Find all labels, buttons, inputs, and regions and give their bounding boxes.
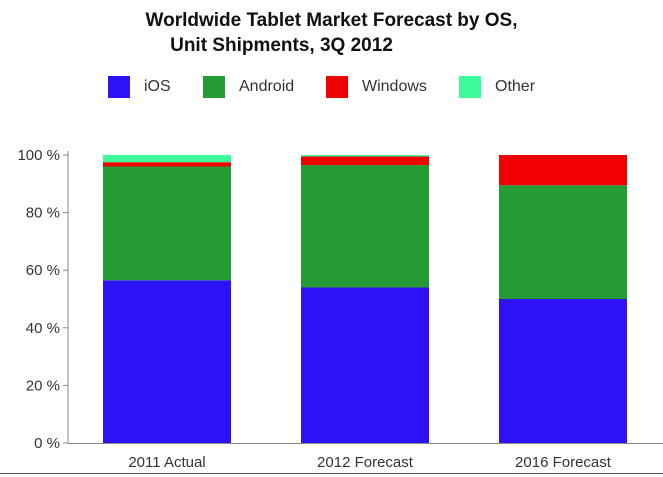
y-tick-label: 40 % xyxy=(26,320,60,337)
legend-swatch-android xyxy=(203,76,225,98)
legend-label-ios: iOS xyxy=(144,78,171,95)
legend-swatch-other xyxy=(459,76,481,98)
bar-windows-2016-forecast[interactable] xyxy=(499,155,627,186)
bar-other-2012-forecast[interactable] xyxy=(301,155,429,157)
bars xyxy=(103,155,627,443)
bar-windows-2012-forecast[interactable] xyxy=(301,156,429,166)
legend-label-android: Android xyxy=(239,78,295,95)
legend-item-android[interactable]: Android xyxy=(203,75,294,99)
legend-swatch-windows xyxy=(326,76,348,98)
bar-android-2012-forecast[interactable] xyxy=(301,165,429,288)
x-tick-label: 2011 Actual xyxy=(128,454,205,471)
bar-android-2016-forecast[interactable] xyxy=(499,185,627,299)
bar-ios-2011-actual[interactable] xyxy=(103,280,231,443)
y-tick-label: 20 % xyxy=(26,377,60,394)
chart-title: Worldwide Tablet Market Forecast by OS, … xyxy=(0,8,663,58)
bar-android-2011-actual[interactable] xyxy=(103,166,231,281)
legend-item-ios[interactable]: iOS xyxy=(108,75,171,99)
x-tick-label: 2016 Forecast xyxy=(515,454,612,471)
y-tick-label: 80 % xyxy=(26,205,60,222)
chart-title-line-2: Unit Shipments, 3Q 2012 xyxy=(170,35,393,56)
bar-ios-2016-forecast[interactable] xyxy=(499,299,627,443)
axes xyxy=(0,151,663,474)
legend-swatch-ios xyxy=(108,76,130,98)
legend-label-windows: Windows xyxy=(362,78,427,95)
tick-labels: 0 % 20 % 40 % 60 % 80 % 100 % 2011 Actual 2012 … xyxy=(17,147,611,471)
bar-windows-2011-actual[interactable] xyxy=(103,162,231,167)
y-tick-label: 100 % xyxy=(17,147,60,164)
chart-title-line-1: Worldwide Tablet Market Forecast by OS, xyxy=(145,10,518,31)
bar-ios-2012-forecast[interactable] xyxy=(301,287,429,443)
legend-item-windows[interactable]: Windows xyxy=(326,75,427,99)
x-tick-label: 2012 Forecast xyxy=(317,454,414,471)
chart-legend: iOS Android Windows Other xyxy=(0,75,663,99)
y-tick-label: 0 % xyxy=(34,435,60,452)
legend-label-other: Other xyxy=(495,78,536,95)
bar-other-2011-actual[interactable] xyxy=(103,155,231,163)
legend-item-other[interactable]: Other xyxy=(459,75,535,99)
y-tick-label: 60 % xyxy=(26,262,60,279)
